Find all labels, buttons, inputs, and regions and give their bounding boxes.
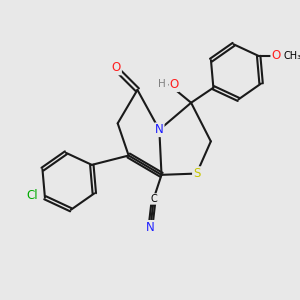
Text: C: C <box>151 194 157 204</box>
Text: O: O <box>169 78 178 91</box>
Text: N: N <box>155 123 164 136</box>
Text: S: S <box>193 167 200 180</box>
Text: CH₃: CH₃ <box>284 51 300 61</box>
Text: Cl: Cl <box>27 189 38 202</box>
Text: O: O <box>112 61 121 74</box>
Text: H: H <box>158 79 165 89</box>
Text: O: O <box>271 50 280 62</box>
Text: N: N <box>146 221 155 234</box>
